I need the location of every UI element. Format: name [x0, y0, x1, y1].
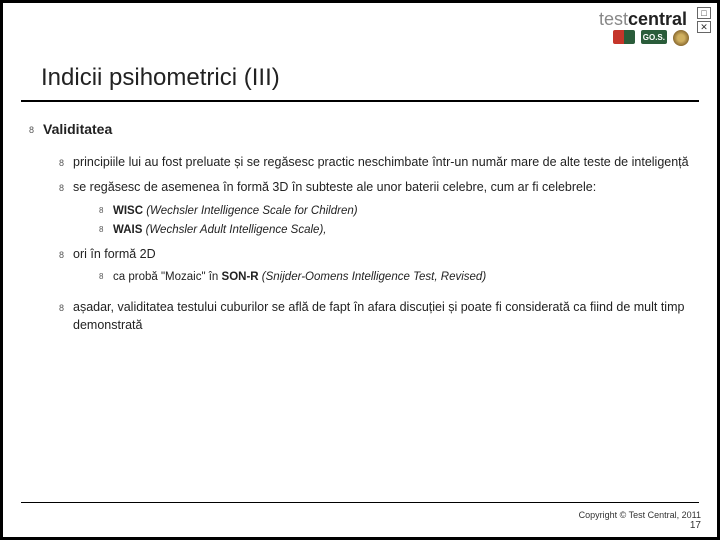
brand-logo: testcentral [599, 9, 687, 30]
footer: Copyright © Test Central, 2011 17 [579, 510, 701, 531]
list-item: WAIS (Wechsler Adult Intelligence Scale)… [99, 222, 691, 238]
list-item-text: se regăsesc de asemenea în formă 3D în s… [73, 180, 596, 194]
bold-term: WISC [113, 205, 143, 217]
bold-term: SON-R [222, 271, 259, 283]
section-heading-row: Validitatea [29, 120, 691, 140]
list-item-text: ori în formă 2D [73, 247, 156, 261]
page-number: 17 [579, 520, 701, 531]
text-pre: ca probă "Mozaic" în [113, 271, 222, 283]
list-item: ori în formă 2D ca probă "Mozaic" în SON… [59, 246, 691, 286]
close-icon[interactable]: ✕ [697, 21, 711, 33]
bullet-list-level3: WISC (Wechsler Intelligence Scale for Ch… [73, 203, 691, 238]
list-item: se regăsesc de asemenea în formă 3D în s… [59, 179, 691, 238]
partner-logo-gos-icon: GO.S. [641, 30, 667, 44]
brand-light: test [599, 9, 628, 29]
logo-area: testcentral [599, 9, 687, 30]
partner-logos: GO.S. [3, 30, 717, 46]
italic-expansion: (Wechsler Adult Intelligence Scale), [142, 224, 326, 236]
list-item: principiile lui au fost preluate și se r… [59, 154, 691, 172]
bold-term: WAIS [113, 224, 142, 236]
list-item: WISC (Wechsler Intelligence Scale for Ch… [99, 203, 691, 219]
bullet-list-level3: ca probă "Mozaic" în SON-R (Snijder-Oome… [73, 269, 691, 285]
footer-divider [21, 502, 699, 503]
slide-content: Validitatea principiile lui au fost prel… [3, 102, 717, 334]
italic-expansion: (Wechsler Intelligence Scale for Childre… [143, 205, 358, 217]
italic-expansion: (Snijder-Oomens Intelligence Test, Revis… [259, 271, 487, 283]
brand-bold: central [628, 9, 687, 29]
slide-title: Indicii psihometrici (III) [21, 48, 699, 102]
window-box-icon: □ [697, 7, 711, 19]
copyright-text: Copyright © Test Central, 2011 [579, 510, 701, 520]
bullet-list-level2: principiile lui au fost preluate și se r… [29, 154, 691, 335]
window-control-group: □ ✕ [697, 7, 711, 33]
list-item: ca probă "Mozaic" în SON-R (Snijder-Oome… [99, 269, 691, 285]
list-item: așadar, validitatea testului cuburilor s… [59, 299, 691, 334]
partner-logo-1-icon [613, 30, 635, 44]
partner-logo-3-icon [673, 30, 689, 46]
section-heading: Validitatea [43, 121, 112, 137]
